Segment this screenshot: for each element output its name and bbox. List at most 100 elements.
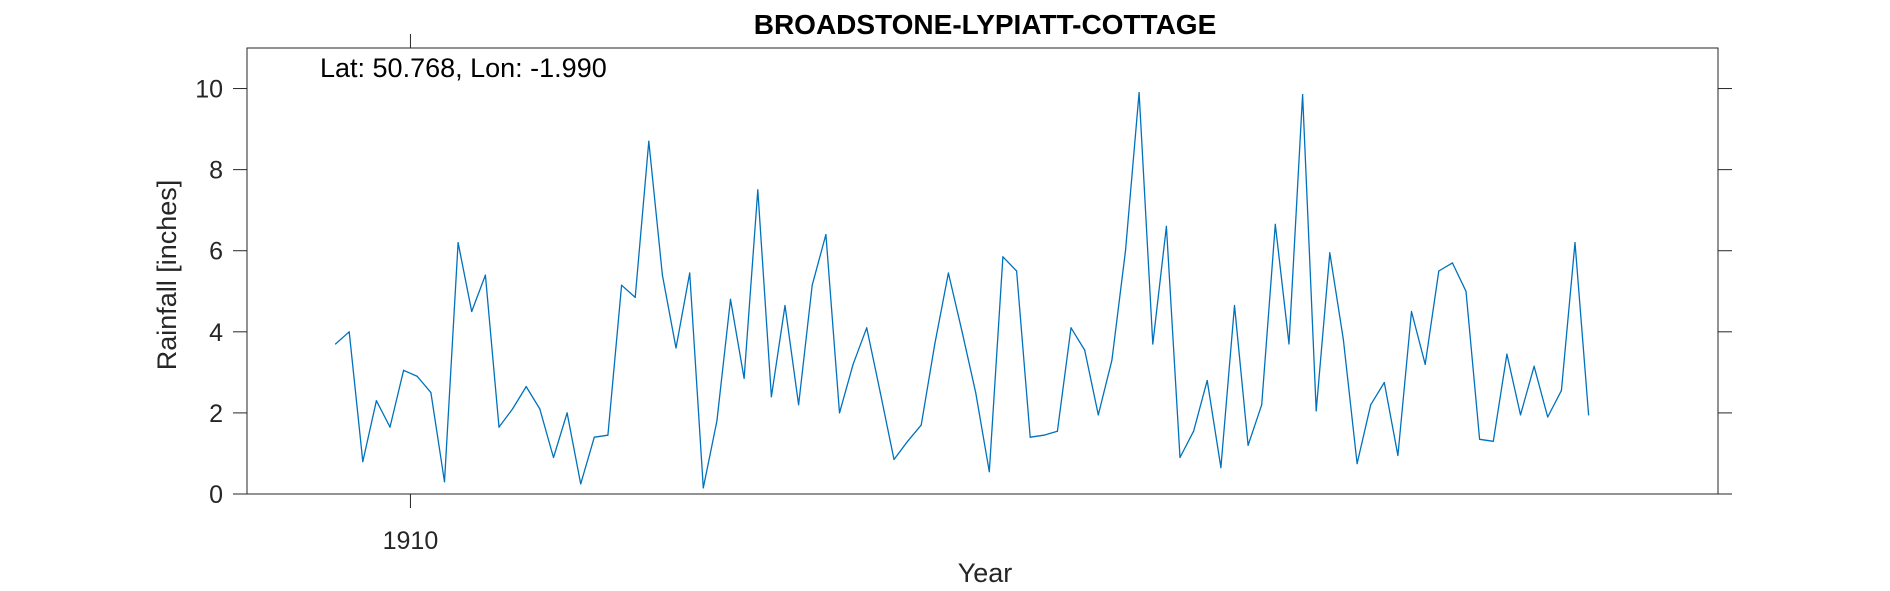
rainfall-data-point [866,327,868,329]
rainfall-data-point [798,404,800,406]
rainfall-data-point [1356,463,1358,465]
rainfall-data-point [1056,430,1058,432]
rainfall-data-point [1220,467,1222,469]
rainfall-data-point [1206,379,1208,382]
rainfall-data-point [1479,438,1481,440]
rainfall-data-point [580,483,582,485]
rainfall-data-point [1152,343,1154,345]
rainfall-data-point [607,434,609,436]
plot-area-frame [246,47,1719,495]
rainfall-series-line [335,91,1590,489]
rainfall-data-point [1547,416,1549,418]
rainfall-data-point [1519,414,1522,416]
rainfall-data-point [907,440,909,442]
rainfall-data-point [675,347,677,349]
y-tick-label: 0 [209,481,223,509]
rainfall-data-point [702,487,704,489]
y-axis-label: Rainfall [inches] [152,180,182,371]
rainfall-data-point [416,375,418,377]
rainfall-data-point [648,140,650,142]
rainfall-data-point [784,304,786,307]
rainfall-data-point [430,392,432,394]
rainfall-data-point [1410,310,1413,313]
rainfall-data-point [1288,343,1290,345]
rainfall-data-point [403,369,405,371]
rainfall-data-point [1533,365,1535,367]
x-axis-label: Year [958,558,1013,588]
rainfall-data-point [1438,270,1440,272]
rainfall-data-point [1274,223,1276,225]
rainfall-data-point [1179,456,1181,459]
rainfall-data-point [729,298,732,300]
rainfall-data-point [348,331,350,333]
x-tick-label: 1910 [383,527,439,555]
rainfall-data-point [757,189,759,191]
rainfall-data-point [362,461,364,463]
rainfall-data-point [1588,414,1590,416]
axis-ticks [233,34,1732,508]
rainfall-data-point [852,363,854,365]
rainfall-data-point [1424,363,1426,365]
rainfall-data-point [1165,225,1167,227]
rainfall-data-point [770,396,773,398]
rainfall-data-point [879,392,881,394]
rainfall-data-point [1138,92,1140,94]
rainfall-data-point [1506,353,1508,355]
rainfall-data-point [689,272,691,274]
rainfall-data-point [457,242,459,244]
rainfall-data-point [811,284,813,286]
rainfall-data-point [498,426,500,428]
rainfall-data-point [1233,304,1236,307]
rainfall-data-point [716,420,718,422]
rainfall-data-point [1342,339,1344,341]
rainfall-data-point [743,377,745,379]
rainfall-data-point [511,408,514,410]
rainfall-data-point [1465,290,1467,292]
rainfall-data-point [1492,440,1494,442]
y-tick-label: 6 [209,238,223,266]
rainfall-data-point [1097,414,1099,416]
rainfall-data-point [975,392,977,394]
rainfall-data-point [389,426,391,428]
rainfall-data-point [1315,410,1317,412]
rainfall-data-point [1002,256,1004,258]
rainfall-data-point [1247,444,1249,446]
rainfall-data-point [1043,434,1045,436]
rainfall-data-point [1451,262,1453,264]
axis-tick-labels: 0 2 4 6 8 10 1910 [195,76,438,555]
rainfall-data-point [1111,359,1113,361]
rainfall-data-point [1084,349,1086,351]
rainfall-data-point [1370,404,1372,406]
rainfall-data-point [1029,436,1031,438]
station-location-annotation: Lat: 50.768, Lon: -1.990 [320,53,607,83]
rainfall-data-point [621,284,623,286]
rainfall-data-point [988,471,990,473]
rainfall-data-point [1397,454,1399,457]
rainfall-data-point [961,331,963,333]
rainfall-data-point [593,436,595,438]
y-tick-label: 8 [209,157,223,185]
rainfall-data-point [920,424,922,426]
rainfall-data-point [1383,381,1385,384]
rainfall-data-point [934,343,936,345]
rainfall-data-point [1560,390,1562,392]
y-tick-label: 4 [209,319,223,347]
rainfall-data-point [634,296,636,298]
rainfall-data-point [825,233,827,236]
rainfall-data-point [484,274,486,276]
rainfall-data-point [539,408,541,410]
rainfall-data-point [838,412,841,414]
rainfall-data-point [1329,252,1331,254]
rainfall-data-point [334,343,337,345]
rainfall-data-point [566,412,568,414]
chart-title: BROADSTONE-LYPIATT-COTTAGE [754,9,1217,40]
rainfall-data-point [1070,327,1072,329]
rainfall-data-point [471,310,473,313]
rainfall-data-point [1574,242,1576,244]
rainfall-data-point [661,274,664,276]
rainfall-data-point [552,456,555,459]
rainfall-data-point [893,458,895,461]
rainfall-data-point [1302,94,1304,96]
y-tick-label: 10 [195,76,223,104]
